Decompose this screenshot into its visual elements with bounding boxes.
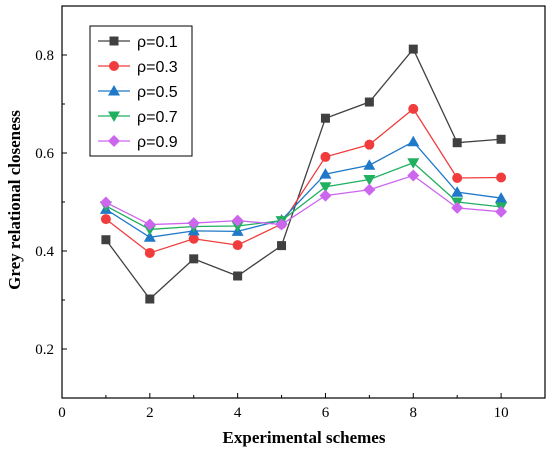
data-point — [187, 217, 200, 230]
legend: ρ=0.1 ρ=0.3 ρ=0.5 ρ=0.7 ρ=0.9 — [89, 25, 193, 157]
data-point — [320, 113, 330, 123]
data-point — [320, 151, 331, 162]
data-point — [407, 169, 420, 182]
data-point — [233, 271, 243, 281]
legend-marker — [108, 85, 120, 96]
legend-item: ρ=0.7 — [98, 109, 178, 126]
series-1 — [101, 44, 506, 304]
data-point — [275, 218, 288, 231]
data-point — [232, 240, 243, 251]
data-point — [452, 172, 463, 183]
data-point — [496, 172, 507, 183]
series-line — [105, 162, 502, 231]
series-5 — [99, 169, 508, 231]
data-point — [363, 183, 376, 196]
x-tick-label: 2 — [146, 405, 154, 421]
data-point — [364, 139, 375, 150]
data-point — [144, 247, 155, 258]
data-point — [451, 186, 464, 197]
series-line — [105, 107, 502, 254]
x-tick-label: 4 — [234, 405, 242, 421]
data-point — [452, 138, 462, 148]
data-point — [143, 218, 156, 231]
legend-item: ρ=0.1 — [98, 34, 178, 51]
y-tick-label: 0.4 — [35, 244, 54, 260]
data-point — [145, 294, 155, 304]
data-point — [496, 134, 506, 144]
series-line — [105, 140, 502, 238]
data-point — [188, 233, 199, 244]
y-tick-label: 0.6 — [35, 146, 54, 162]
data-point — [277, 241, 287, 251]
data-point — [100, 214, 111, 225]
legend-item: ρ=0.3 — [98, 59, 178, 76]
legend-marker — [109, 61, 119, 71]
data-point — [408, 44, 418, 54]
data-point — [407, 135, 420, 147]
legend-label: ρ=0.5 — [137, 84, 178, 101]
legend-item: ρ=0.9 — [98, 134, 178, 151]
data-point — [319, 189, 332, 202]
data-point — [319, 182, 332, 193]
series-line — [105, 174, 502, 226]
data-point — [231, 221, 244, 233]
data-point — [231, 214, 244, 227]
x-tick-label: 10 — [494, 405, 509, 421]
data-point — [99, 196, 112, 209]
legend-marker — [109, 36, 119, 46]
data-point — [363, 174, 376, 186]
data-point — [495, 192, 508, 203]
y-tick-label: 0.2 — [35, 342, 54, 358]
data-point — [407, 158, 420, 169]
data-point — [451, 201, 464, 214]
data-point — [143, 231, 156, 242]
legend-label: ρ=0.3 — [137, 59, 178, 76]
data-point — [189, 254, 199, 264]
x-tick-label: 6 — [322, 405, 330, 421]
legend-marker — [108, 135, 120, 147]
series-line — [105, 47, 502, 300]
data-point — [101, 235, 111, 245]
legend-label: ρ=0.9 — [137, 134, 178, 151]
y-tick-label: 0.8 — [35, 48, 54, 64]
data-point — [408, 103, 419, 114]
y-axis-title: Grey relational closeness — [5, 110, 24, 290]
data-point — [495, 205, 508, 218]
legend-label: ρ=0.1 — [137, 34, 178, 51]
legend-label: ρ=0.7 — [137, 109, 178, 126]
legend-item: ρ=0.5 — [98, 84, 178, 101]
data-point — [319, 168, 332, 179]
legend-marker — [108, 111, 120, 122]
x-tick-label: 8 — [410, 405, 418, 421]
x-tick-label: 0 — [58, 405, 66, 421]
data-point — [363, 159, 376, 170]
x-axis-title: Experimental schemes — [223, 428, 386, 447]
data-point — [364, 97, 374, 107]
